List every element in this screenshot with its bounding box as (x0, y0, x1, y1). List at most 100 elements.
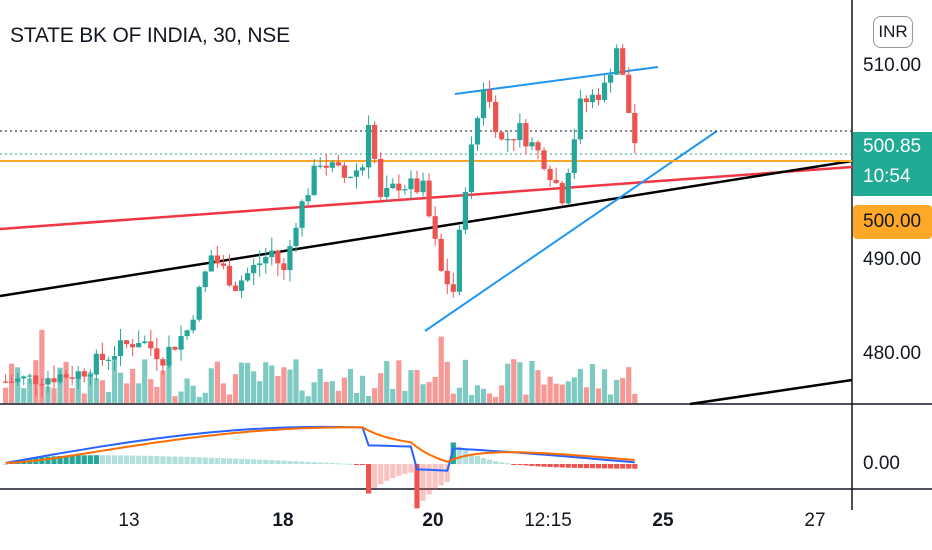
volume-bar (378, 373, 384, 403)
candle-body (245, 273, 251, 281)
signal-line (5, 426, 635, 464)
volume-bar (408, 370, 414, 403)
volume-bar (632, 393, 638, 403)
candle-body (553, 179, 559, 183)
macd-histogram-bar (559, 464, 565, 468)
candle-body (523, 123, 529, 147)
candle-body (595, 94, 602, 100)
candle-body (565, 172, 571, 204)
candle-body (166, 346, 172, 366)
macd-histogram-bar (366, 464, 372, 494)
macd-histogram-bar (353, 464, 360, 465)
volume-bar (420, 384, 426, 403)
candles (3, 44, 638, 398)
macd-histogram-bar (51, 456, 57, 464)
candle-body (517, 123, 523, 141)
macd-histogram-bar (414, 464, 420, 509)
macd-histogram-bar (190, 457, 196, 464)
macd-histogram-bar (142, 455, 148, 464)
candle-body (456, 229, 462, 292)
macd-histogram-bar (396, 464, 402, 476)
volume-bar (136, 383, 142, 403)
volume-bar (251, 371, 257, 403)
candle-body (238, 280, 245, 291)
volume-bar (511, 359, 517, 403)
volume-bar (505, 363, 511, 403)
volume-bar (105, 391, 112, 403)
macd-histogram-bar (3, 464, 9, 465)
candle-body (45, 378, 51, 385)
candle-body (81, 371, 87, 377)
candle-body (136, 343, 142, 348)
candle-body (547, 168, 553, 180)
candle-body (450, 284, 456, 292)
bar-countdown: 10:54 (863, 166, 911, 187)
candle-body (577, 98, 583, 140)
candle-body (438, 238, 444, 271)
symbol-title[interactable]: STATE BK OF INDIA, 30, NSE (10, 24, 290, 47)
volume-bar (535, 370, 541, 403)
volume-bar (27, 378, 33, 403)
candle-body (257, 263, 263, 266)
candle-body (281, 263, 287, 271)
macd-histogram-bar (553, 464, 559, 468)
macd-histogram-bar (184, 456, 190, 464)
volume-bar (142, 359, 148, 403)
volume-bar (166, 365, 172, 403)
macd-histogram-bar (245, 459, 251, 464)
volume-bar (499, 385, 505, 403)
macd-histogram-bar (359, 464, 366, 465)
macd-histogram-bar (335, 463, 341, 465)
macd-histogram-bar (111, 455, 118, 464)
macd-histogram-bar (293, 461, 299, 464)
candle-body (15, 378, 21, 382)
volume-bar (620, 378, 626, 403)
macd-histogram-bar (341, 463, 347, 465)
candle-body (601, 82, 608, 100)
candle-body (3, 381, 9, 383)
candle-body (372, 124, 378, 159)
candle-body (480, 89, 487, 119)
macd-histogram-bar (323, 462, 329, 464)
volume-bar (148, 379, 154, 403)
volume-bar (263, 362, 269, 403)
volume-bar (614, 379, 620, 403)
candle-body (511, 139, 517, 141)
currency-button[interactable]: INR (873, 16, 913, 48)
macd-histogram-bar (281, 460, 287, 464)
candle-body (444, 270, 450, 285)
candle-body (462, 192, 468, 230)
volume-bar (232, 374, 239, 403)
macd-histogram-bar (117, 455, 124, 464)
macd-histogram-bar (124, 455, 130, 464)
candle-body (287, 246, 293, 271)
volume-bar (124, 383, 130, 403)
volume-bar (565, 381, 571, 403)
candle-body (196, 287, 202, 320)
x-tick-label: 18 (272, 510, 294, 531)
volume-bar (589, 364, 596, 403)
macd-histogram-bar (601, 464, 608, 469)
volume-bar (3, 387, 9, 403)
volume-bar (184, 378, 190, 403)
candle-body (468, 144, 475, 193)
macd-histogram-bar (595, 464, 602, 469)
macd-histogram-bar (450, 442, 456, 464)
candle-body (317, 165, 323, 167)
candle-body (154, 348, 160, 360)
candle-body (142, 341, 148, 344)
macd-histogram-bar (226, 458, 233, 464)
macd-histogram-bar (136, 455, 142, 464)
macd-histogram-bar (166, 456, 172, 464)
volume-bar (305, 396, 311, 403)
y-tick-label: 480.00 (863, 343, 922, 364)
volume-bar (93, 378, 99, 403)
volume-bar (487, 393, 493, 403)
candle-body (57, 374, 63, 383)
candle-body (148, 341, 154, 349)
volume-bar (117, 372, 124, 403)
macd-histogram-bar (408, 464, 414, 473)
candle-body (420, 180, 426, 193)
macd-histogram-bar (87, 455, 93, 464)
